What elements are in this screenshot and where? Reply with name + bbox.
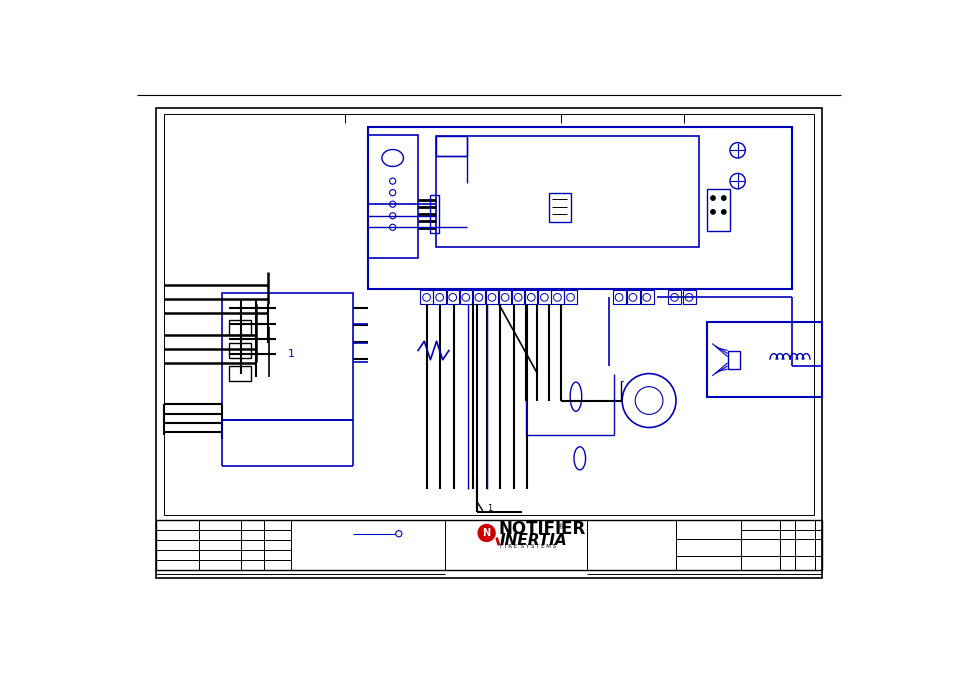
- Bar: [706, 189, 729, 231]
- Bar: [551, 290, 563, 304]
- Bar: [433, 290, 445, 304]
- Bar: [436, 136, 466, 156]
- Text: INERTIA: INERTIA: [499, 533, 567, 548]
- Bar: [626, 290, 639, 304]
- Bar: [164, 114, 813, 514]
- Bar: [706, 322, 821, 397]
- Bar: [229, 320, 251, 335]
- Text: 1: 1: [487, 504, 492, 513]
- Bar: [156, 520, 821, 570]
- Text: ®: ®: [558, 524, 565, 530]
- Bar: [459, 290, 472, 304]
- Bar: [221, 293, 353, 420]
- Circle shape: [720, 196, 725, 200]
- Bar: [727, 350, 740, 369]
- Bar: [420, 290, 433, 304]
- Bar: [368, 127, 791, 289]
- Bar: [564, 290, 577, 304]
- Text: 1: 1: [287, 350, 294, 359]
- Bar: [368, 135, 417, 258]
- Text: NOTIFIER: NOTIFIER: [498, 520, 585, 538]
- Bar: [537, 290, 550, 304]
- Text: N: N: [482, 528, 490, 538]
- Bar: [524, 290, 537, 304]
- Bar: [682, 290, 696, 304]
- Bar: [473, 290, 484, 304]
- Bar: [446, 290, 458, 304]
- Bar: [668, 290, 680, 304]
- Bar: [512, 290, 524, 304]
- Bar: [429, 195, 438, 234]
- Bar: [498, 290, 511, 304]
- Bar: [436, 136, 699, 246]
- Circle shape: [720, 210, 725, 214]
- Bar: [229, 343, 251, 358]
- Circle shape: [710, 210, 715, 214]
- Bar: [612, 290, 625, 304]
- Bar: [640, 290, 653, 304]
- Bar: [485, 290, 497, 304]
- Bar: [548, 192, 570, 222]
- Circle shape: [477, 524, 495, 541]
- Circle shape: [710, 196, 715, 200]
- Text: F I R E  S Y S T E M S: F I R E S Y S T E M S: [500, 544, 556, 549]
- Bar: [229, 366, 251, 381]
